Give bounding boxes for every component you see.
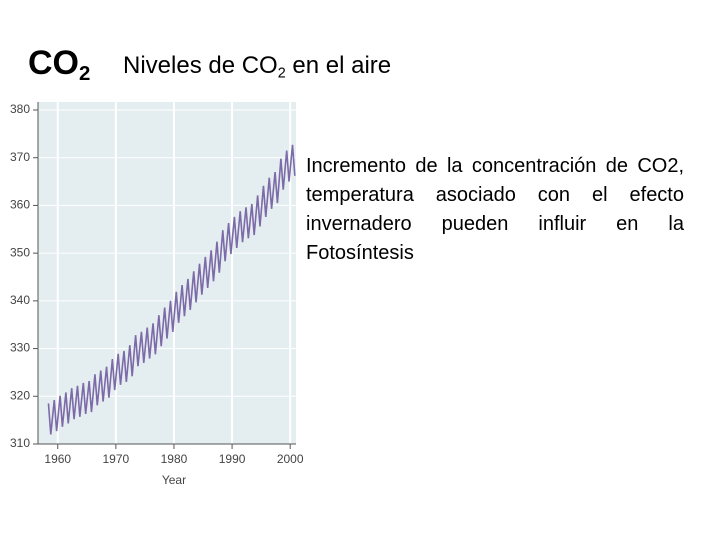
y-tick-label: 340 <box>10 293 30 307</box>
x-tick-label: 2000 <box>277 452 304 466</box>
title-sub: 2 <box>277 65 286 82</box>
y-tick-label: 350 <box>10 245 30 259</box>
x-tick-label: 1960 <box>44 452 71 466</box>
y-tick-label: 360 <box>10 198 30 212</box>
x-tick-label: 1970 <box>103 452 130 466</box>
x-tick-label: 1990 <box>219 452 246 466</box>
y-tick-label: 380 <box>10 102 30 116</box>
y-tick-label: 370 <box>10 150 30 164</box>
heading: CO2 <box>28 44 90 86</box>
y-tick-label: 310 <box>10 436 30 450</box>
x-tick-label: 1980 <box>161 452 188 466</box>
y-tick-label: 320 <box>10 388 30 402</box>
heading-sub: 2 <box>79 63 91 86</box>
title-text: Niveles de CO <box>123 52 278 79</box>
paragraph: Incremento de la concentración de CO2, t… <box>306 155 684 264</box>
title-text: en el aire <box>285 52 392 79</box>
y-tick-label: 330 <box>10 341 30 355</box>
heading-text: CO <box>28 44 79 82</box>
series-line <box>47 144 296 435</box>
x-axis-label: Year <box>162 473 186 487</box>
slide-title: Niveles de CO2 en el aire <box>123 52 391 81</box>
plot-area <box>38 102 296 444</box>
